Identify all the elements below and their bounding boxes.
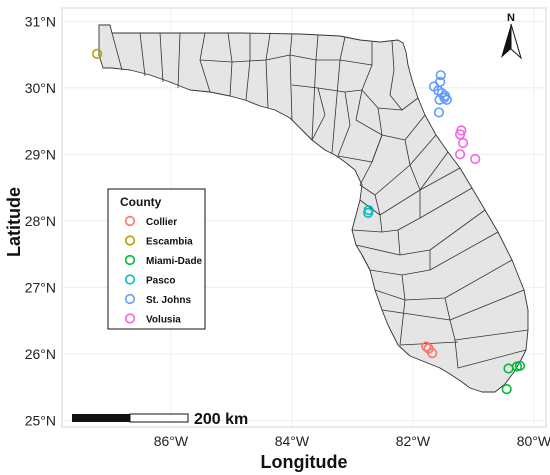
county-borders	[111, 32, 529, 369]
x-tick-label: 80°W	[517, 433, 550, 449]
scale-bar-black	[72, 414, 130, 422]
y-axis-title: Latitude	[4, 187, 24, 257]
data-point	[427, 348, 438, 359]
y-tick-label: 29°N	[25, 146, 56, 162]
data-point	[454, 129, 466, 140]
data-point	[503, 363, 514, 374]
x-axis-title: Longitude	[261, 452, 348, 472]
y-tick-label: 27°N	[25, 279, 56, 295]
north-arrow-right-icon	[510, 23, 522, 60]
y-tick-label: 28°N	[25, 213, 56, 229]
legend-key	[124, 254, 136, 266]
data-point	[439, 92, 450, 103]
legend-key	[124, 274, 136, 285]
scale-bar-label: 200 km	[194, 411, 248, 428]
data-point	[421, 341, 432, 352]
data-point	[470, 153, 481, 165]
x-tick-label: 86°W	[154, 433, 189, 449]
legend-label: Escambia	[146, 237, 193, 248]
data-point	[433, 107, 445, 118]
legend-title: County	[120, 195, 162, 209]
x-axis-ticks: 86°W 84°W 82°W 80°W	[154, 433, 550, 449]
scale-bar: 200 km	[72, 411, 248, 428]
legend-label: Pasco	[146, 276, 175, 287]
legend-label: St. Johns	[146, 295, 191, 306]
y-tick-label: 26°N	[25, 346, 56, 362]
data-point	[363, 207, 374, 218]
data-point	[458, 137, 469, 149]
y-tick-label: 25°N	[25, 412, 56, 428]
data-point	[501, 383, 512, 395]
legend-key	[124, 293, 136, 305]
legend-label: Miami-Dade	[146, 256, 203, 267]
y-tick-label: 30°N	[25, 80, 56, 96]
data-point	[91, 48, 103, 59]
data-point	[435, 70, 446, 81]
florida-outline	[98, 24, 529, 393]
legend-label: Collier	[146, 217, 177, 228]
north-arrow-label: N	[507, 12, 515, 24]
x-tick-label: 82°W	[396, 433, 431, 449]
data-point	[454, 149, 466, 160]
data-point	[434, 94, 445, 105]
data-point	[514, 360, 526, 371]
legend-label: Volusia	[146, 315, 181, 326]
north-arrow: N	[501, 12, 522, 60]
y-tick-label: 31°N	[25, 13, 56, 29]
legend-key	[124, 313, 136, 324]
x-tick-label: 84°W	[275, 433, 310, 449]
legend-key	[124, 235, 136, 246]
legend: County Collier Escambia Miami-Dade Pasco St.…	[107, 188, 206, 330]
scale-bar-white	[129, 413, 189, 423]
plot-frame	[61, 7, 547, 428]
north-arrow-left-icon	[501, 24, 511, 58]
legend-key	[124, 215, 136, 227]
y-axis-ticks: 31°N 30°N 29°N 28°N 27°N 26°N 25°N	[25, 13, 56, 428]
data-points	[91, 48, 526, 395]
data-point	[441, 94, 452, 105]
legend-box	[107, 188, 206, 330]
